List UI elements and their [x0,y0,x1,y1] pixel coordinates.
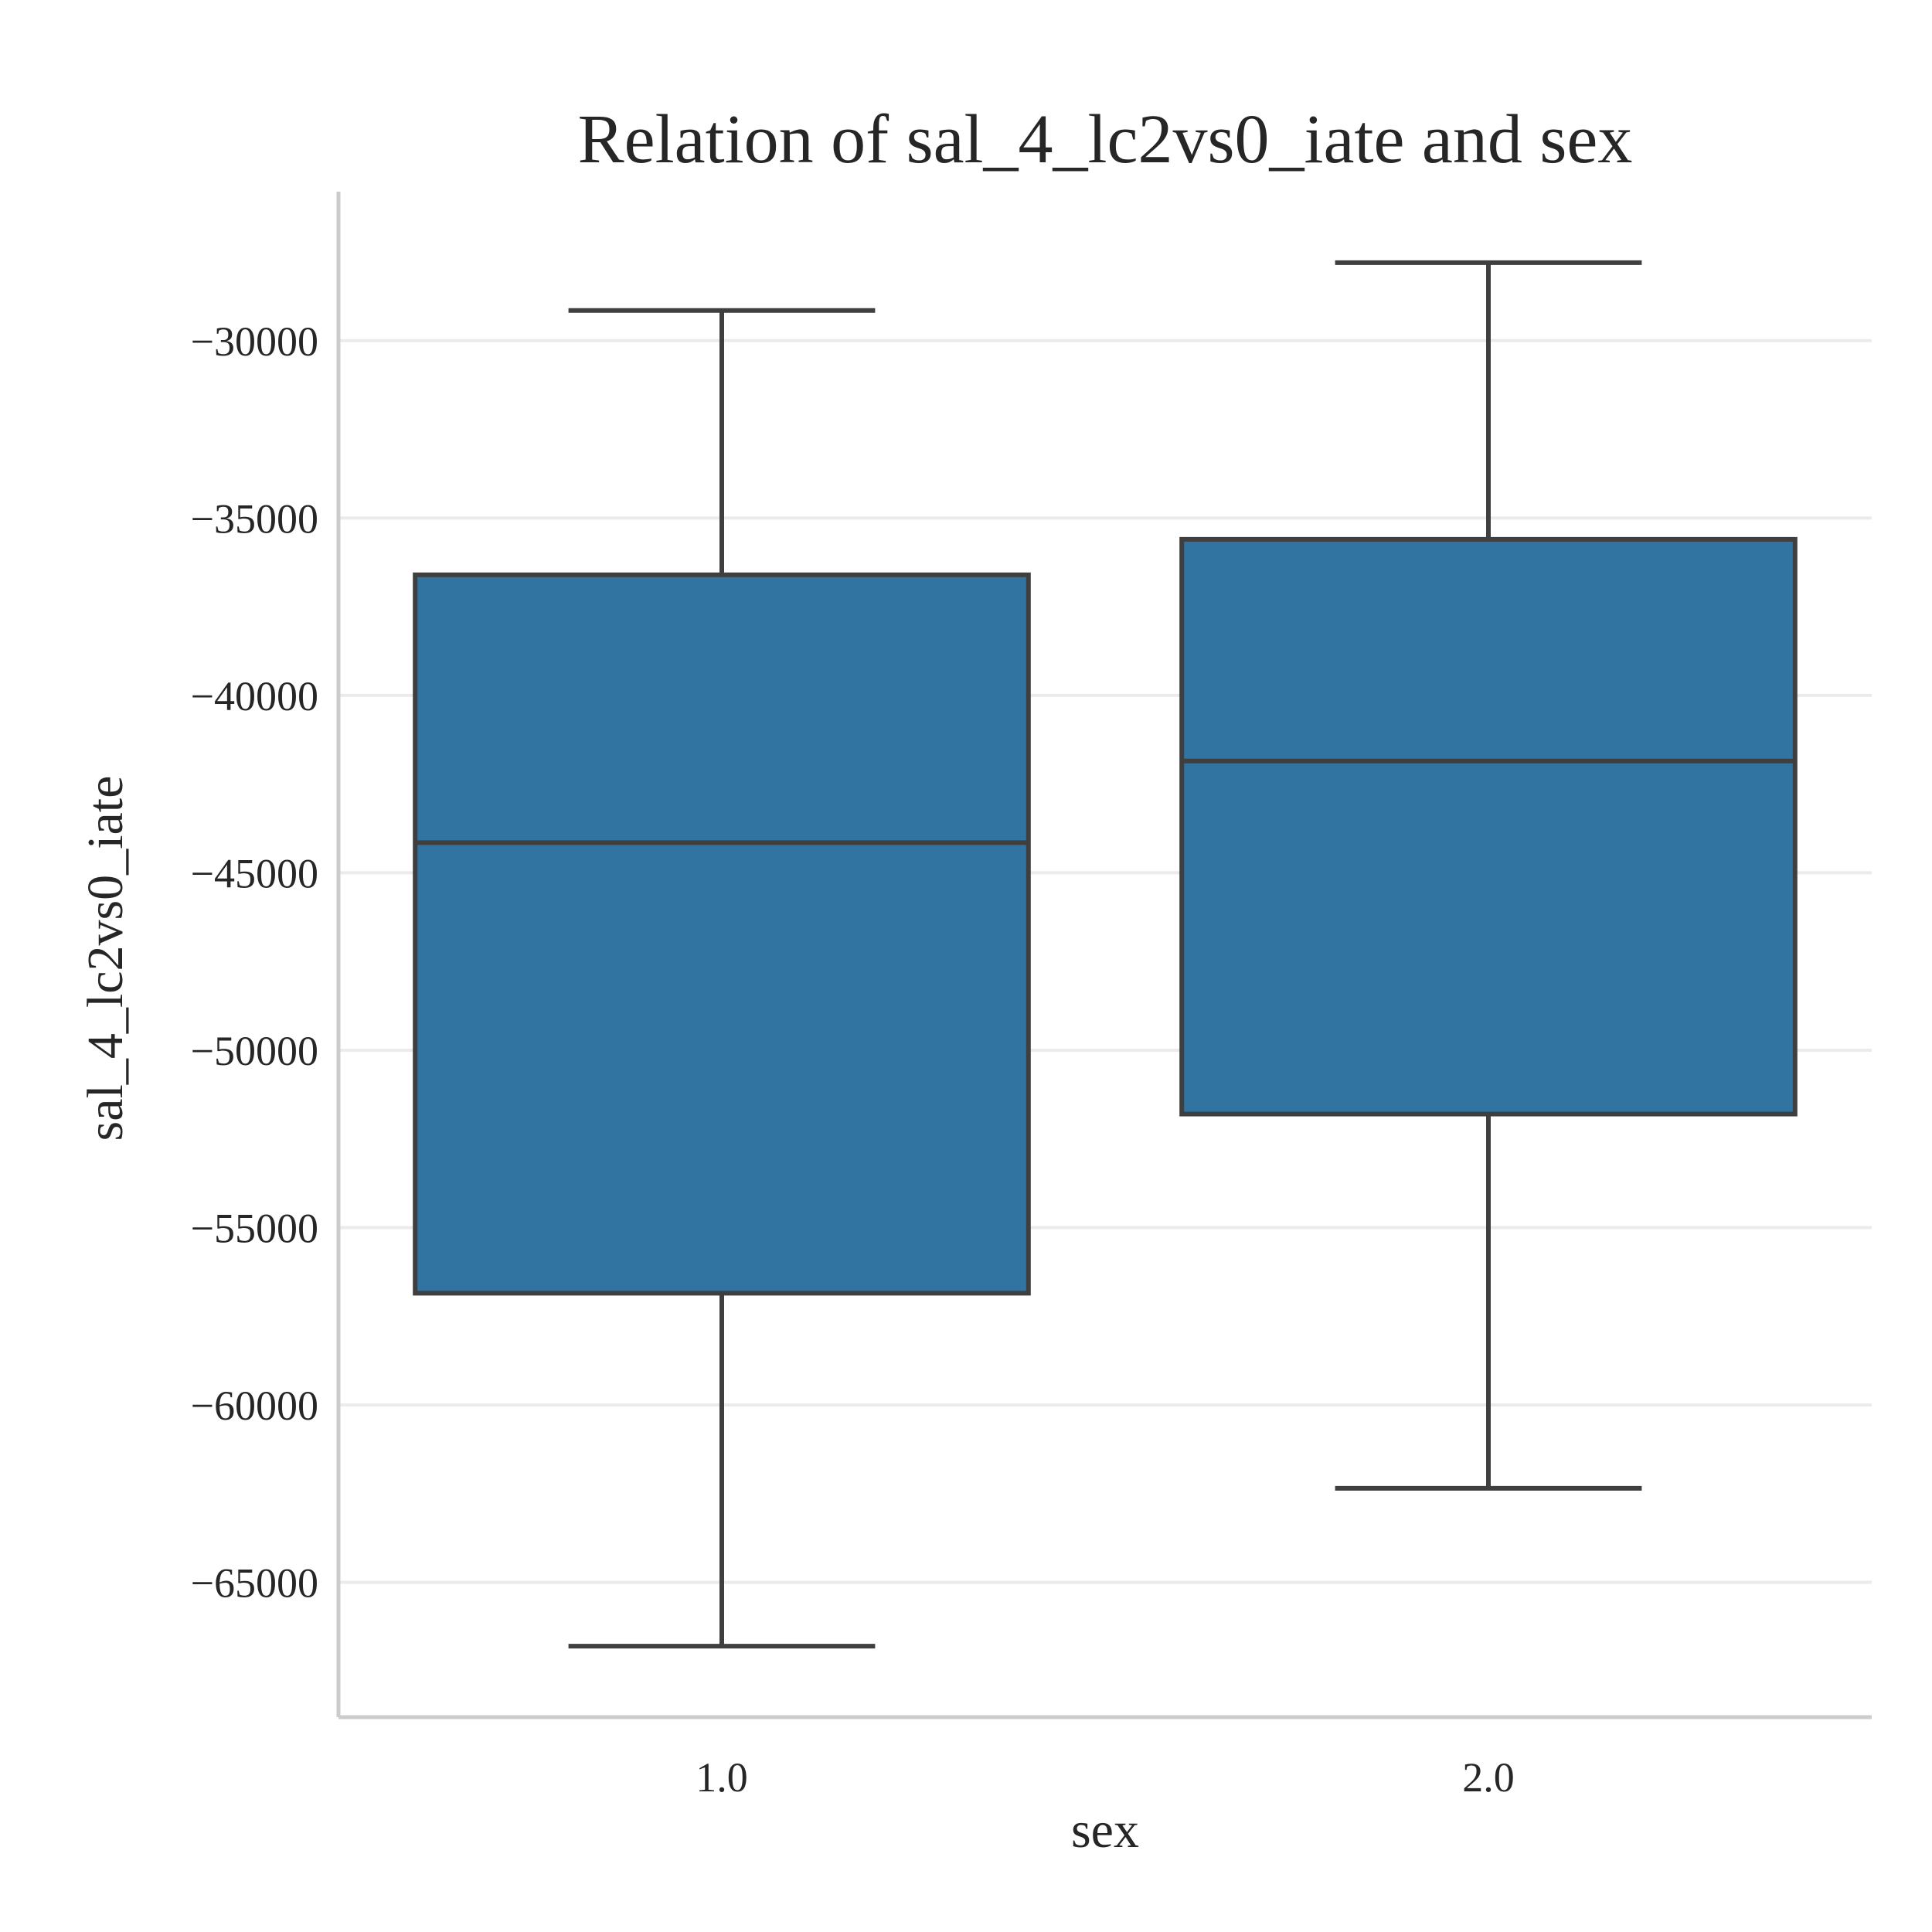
chart-title: Relation of sal_4_lc2vs0_iate and sex [578,101,1633,178]
box-group-2.0 [1179,260,1798,1491]
box-group-1.0 [413,308,1031,1649]
y-tick-label: −50000 [191,1028,318,1074]
box-plots [413,260,1798,1649]
x-tick-label: 2.0 [1462,1754,1515,1801]
x-tick-label: 1.0 [696,1754,748,1801]
y-tick-label: −45000 [191,850,318,896]
y-tick-label: −65000 [191,1560,318,1607]
y-tick-label: −35000 [191,495,318,542]
y-tick-label: −30000 [191,318,318,365]
axes: −30000 −35000 −40000 −45000 −50000 −55000 −600… [191,192,1872,1801]
y-tick-label: −40000 [191,673,318,719]
y-axis-title: sal_4_lc2vs0_iate [77,776,134,1141]
box-body [413,572,1031,1296]
y-tick-label: −55000 [191,1205,318,1251]
y-tick-label: −60000 [191,1383,318,1429]
box-body [1179,536,1798,1117]
x-axis-title: sex [1071,1802,1139,1859]
